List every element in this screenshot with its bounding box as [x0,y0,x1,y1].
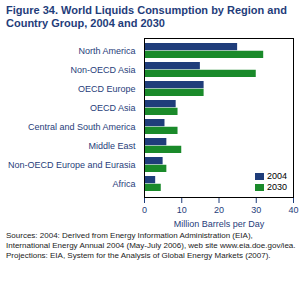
html-text:2004: 2004 [267,171,287,181]
svg-text:Central and South America: Central and South America [28,122,136,132]
svg-text:20: 20 [214,205,224,215]
svg-text:40: 40 [288,205,298,215]
svg-text:OECD Asia: OECD Asia [90,103,136,113]
svg-text:0: 0 [142,205,147,215]
html-text:Figure 34. World Liquids Consu: Figure 34. World Liquids Consumption by … [6,4,287,29]
svg-text:Africa: Africa [112,179,135,189]
html-text:Sources: 2004: Derived from En: Sources: 2004: Derived from Energy Infor… [6,231,296,260]
svg-text:Million Barrels per Day: Million Barrels per Day [174,219,265,229]
svg-text:10: 10 [177,205,187,215]
svg-text:North America: North America [78,46,135,56]
svg-text:30: 30 [251,205,261,215]
svg-text:Middle East: Middle East [88,141,136,151]
svg-text:Non-OECD Asia: Non-OECD Asia [70,65,135,75]
svg-text:Non-OECD Europe and Eurasia: Non-OECD Europe and Eurasia [8,160,136,170]
html-text:2030: 2030 [267,182,287,192]
svg-text:OECD Europe: OECD Europe [78,84,136,94]
